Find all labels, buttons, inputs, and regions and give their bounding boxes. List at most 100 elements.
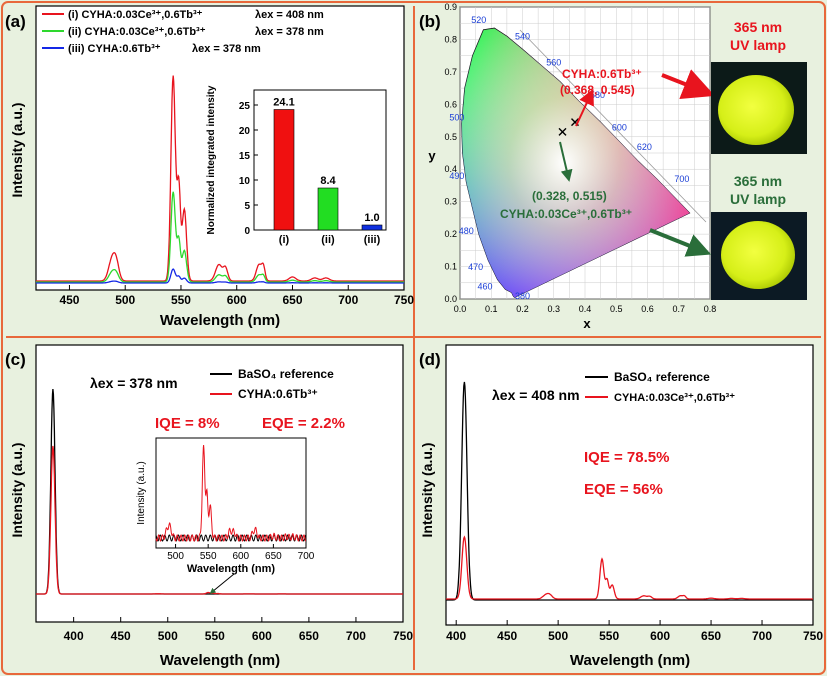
cie-arrow-green-big — [649, 228, 712, 257]
panel-a-spectra — [36, 75, 404, 284]
inset-category-3: (iii) — [364, 234, 381, 246]
cie-y-tick-0.6: 0.6 — [444, 99, 457, 109]
panel-d-legend-ref: BaSO₄ reference — [614, 370, 710, 384]
panel-c-inset-y-label: Intensity (a.u.) — [136, 461, 147, 524]
cie-x-tick-0.1: 0.1 — [485, 304, 498, 314]
cie-y-tick-0.9: 0.9 — [444, 2, 457, 12]
x-tick-label-c-700: 700 — [346, 629, 366, 643]
spectrum-a-2 — [36, 191, 404, 283]
inset-bar-value-1: 24.1 — [273, 97, 294, 109]
x-tick-label-a-550: 550 — [171, 293, 191, 307]
lamp-top-line2: UV lamp — [730, 37, 786, 53]
x-tick-label-a-650: 650 — [282, 293, 302, 307]
x-tick-label-a-750: 750 — [394, 293, 414, 307]
inset-bar-3 — [361, 224, 383, 231]
cie-y-tick-0.3: 0.3 — [444, 197, 457, 207]
inset-y-tick-label-15: 15 — [239, 151, 251, 162]
panel-d-letter: (d) — [419, 350, 441, 369]
panel-c-iqe: IQE = 8% — [155, 415, 220, 432]
legend-ex-iii: λex = 378 nm — [192, 43, 261, 55]
inset-y-tick-label-25: 25 — [239, 101, 251, 112]
cie-x-tick-0.5: 0.5 — [610, 304, 623, 314]
legend-ex-ii: λex = 378 nm — [255, 26, 324, 38]
panel-d-y-label: Intensity (a.u.) — [419, 443, 435, 538]
x-tick-label-c-650: 650 — [299, 629, 319, 643]
panel-c-x-label: Wavelength (nm) — [160, 652, 280, 669]
inset-c-reference — [155, 534, 307, 542]
panel-d-excitation: λex = 408 nm — [492, 387, 580, 403]
panel-c-letter: (c) — [5, 350, 26, 369]
panel-c-inset-ticks: 500 550 600 650 700 — [167, 544, 315, 562]
panel-a-inset: 24.1 (i) 8.4 (ii) 1.0 (iii) 0 5 10 15 20 25 Normal… — [206, 85, 387, 246]
cie-locus-480: 480 — [459, 226, 474, 236]
inset-c-tick-label-600: 600 — [232, 551, 249, 562]
inset-bar-value-3: 1.0 — [364, 212, 379, 224]
x-tick-label-d-550: 550 — [599, 629, 619, 643]
cie-locus-500: 500 — [449, 113, 464, 123]
inset-y-tick-label-20: 20 — [239, 126, 251, 137]
cie-gamut-white — [461, 28, 690, 298]
panel-c-legend-ref: BaSO₄ reference — [238, 367, 334, 381]
cie-point2-coords: (0.328, 0.515) — [532, 189, 607, 203]
x-tick-label-d-750: 750 — [803, 629, 823, 643]
cie-x-tick-0.3: 0.3 — [547, 304, 560, 314]
x-tick-label-c-450: 450 — [111, 629, 131, 643]
cie-y-tick-0.5: 0.5 — [444, 132, 457, 142]
panel-c: (c) λex = 378 nm BaSO₄ reference CYHA:0.… — [5, 344, 413, 669]
cie-arrow-red-big — [661, 69, 715, 100]
panel-d-eqe: EQE = 56% — [584, 481, 663, 498]
cie-x-tick-0.6: 0.6 — [641, 304, 654, 314]
panel-c-x-ticks: 400 450 500 550 600 650 700 750 — [64, 617, 413, 643]
panel-a: (a) (i) CYHA:0.03Ce³⁺,0.6Tb³⁺ λex = 408 … — [5, 5, 414, 329]
spectrum-d-sample — [446, 535, 813, 600]
legend-ex-i: λex = 408 nm — [255, 9, 324, 21]
uv-lamp-photo-top: 365 nm UV lamp — [711, 19, 807, 154]
cie-locus-560: 560 — [546, 57, 561, 67]
panel-b: 520540560580600620700500490480470460380 … — [419, 2, 807, 331]
cie-y-tick-0.2: 0.2 — [444, 229, 457, 239]
cie-locus-470: 470 — [468, 262, 483, 272]
panel-c-excitation: λex = 378 nm — [90, 375, 178, 391]
panel-c-inset-frame — [155, 437, 307, 549]
cie-y-ticks: 0.0 0.1 0.2 0.3 0.4 0.5 0.6 0.7 0.8 0.9 — [444, 2, 457, 304]
cie-locus-labels: 520 540 560 580 600 620 700 500 490 480 470 460 380 — [449, 15, 689, 301]
panel-a-x-ticks: 450 500 550 600 650 700 750 — [59, 285, 414, 307]
inset-bar-value-2: 8.4 — [320, 175, 336, 187]
x-tick-label-c-500: 500 — [158, 629, 178, 643]
inset-bar-1 — [273, 109, 295, 231]
inset-c-tick-label-550: 550 — [200, 551, 217, 562]
cie-point-2-b — [558, 127, 567, 136]
x-tick-label-c-600: 600 — [252, 629, 272, 643]
panel-d-spectra — [446, 381, 813, 601]
inset-category-1: (i) — [279, 234, 290, 246]
cie-x-ticks: 0.0 0.1 0.2 0.3 0.4 0.5 0.6 0.7 0.8 — [454, 304, 717, 314]
inset-y-tick-label-10: 10 — [239, 176, 251, 187]
phosphor-disc-bottom — [721, 221, 795, 289]
panel-c-inset: 500 550 600 650 700 Wavelength (nm) Intensit… — [136, 437, 315, 575]
panel-d-iqe: IQE = 78.5% — [584, 449, 669, 466]
cie-y-label: y — [428, 148, 436, 163]
panel-c-legend-sample: CYHA:0.6Tb³⁺ — [238, 387, 318, 401]
cie-point1-name: CYHA:0.6Tb³⁺ — [562, 67, 642, 81]
panel-c-inset-spectra — [155, 445, 307, 542]
x-tick-label-d-700: 700 — [752, 629, 772, 643]
spectrum-d-reference — [446, 381, 813, 601]
cie-locus-700: 700 — [674, 174, 689, 184]
inset-y-tick-label-5: 5 — [244, 201, 250, 212]
panel-c-y-label: Intensity (a.u.) — [9, 443, 25, 538]
cie-locus-380: 380 — [515, 291, 530, 301]
cie-x-tick-0.7: 0.7 — [672, 304, 685, 314]
inset-bar-2 — [317, 187, 339, 231]
legend-text-i: (i) CYHA:0.03Ce³⁺,0.6Tb³⁺ — [68, 9, 203, 21]
cie-locus-490: 490 — [449, 171, 464, 181]
panel-d-plot-area — [445, 344, 814, 626]
cie-y-tick-0.0: 0.0 — [444, 294, 457, 304]
x-tick-label-a-700: 700 — [338, 293, 358, 307]
cie-y-tick-0.1: 0.1 — [444, 262, 457, 272]
cie-point1-coords: (0.368, 0.545) — [560, 83, 635, 97]
panel-c-inset-x-label: Wavelength (nm) — [187, 563, 276, 575]
x-tick-label-d-650: 650 — [701, 629, 721, 643]
x-tick-label-d-450: 450 — [497, 629, 517, 643]
cie-y-tick-0.8: 0.8 — [444, 34, 457, 44]
